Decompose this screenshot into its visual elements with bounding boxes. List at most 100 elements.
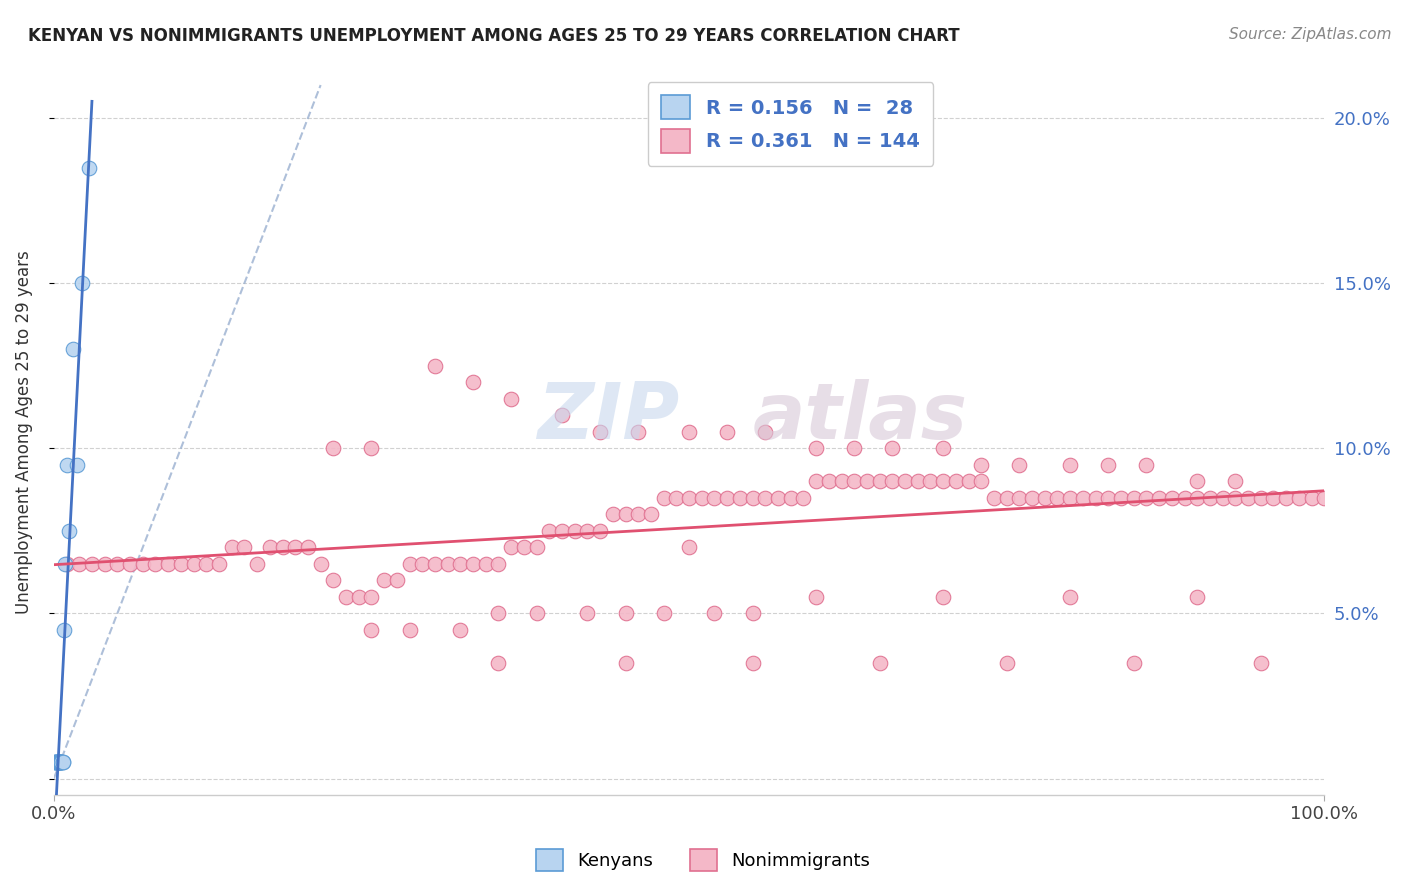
Point bbox=[817, 475, 839, 489]
Point bbox=[79, 161, 101, 175]
Point bbox=[1225, 491, 1247, 505]
Point bbox=[46, 755, 69, 769]
Point bbox=[157, 557, 180, 571]
Point bbox=[1109, 491, 1132, 505]
Point bbox=[45, 755, 67, 769]
Point bbox=[754, 425, 776, 439]
Point bbox=[1122, 491, 1144, 505]
Point bbox=[1008, 491, 1031, 505]
Point bbox=[423, 359, 446, 373]
Point bbox=[614, 508, 637, 522]
Point bbox=[385, 574, 408, 588]
Point bbox=[49, 755, 72, 769]
Point bbox=[48, 755, 70, 769]
Point bbox=[66, 458, 89, 472]
Point bbox=[804, 442, 827, 456]
Point bbox=[1097, 491, 1119, 505]
Point bbox=[882, 475, 904, 489]
Point bbox=[46, 755, 69, 769]
Point bbox=[67, 557, 90, 571]
Point bbox=[564, 524, 586, 538]
Point bbox=[1250, 656, 1272, 670]
Point bbox=[627, 425, 650, 439]
Point bbox=[551, 524, 574, 538]
Point bbox=[1059, 458, 1081, 472]
Point bbox=[716, 425, 738, 439]
Point bbox=[1046, 491, 1069, 505]
Point bbox=[869, 475, 891, 489]
Point bbox=[170, 557, 193, 571]
Text: ZIP: ZIP bbox=[537, 379, 679, 455]
Point bbox=[49, 755, 72, 769]
Point bbox=[120, 557, 142, 571]
Point bbox=[995, 656, 1018, 670]
Point bbox=[221, 541, 243, 555]
Point bbox=[970, 458, 993, 472]
Point bbox=[1059, 491, 1081, 505]
Point bbox=[461, 557, 484, 571]
Point bbox=[475, 557, 498, 571]
Point bbox=[703, 607, 725, 621]
Point bbox=[627, 508, 650, 522]
Point bbox=[804, 475, 827, 489]
Point bbox=[640, 508, 662, 522]
Point bbox=[360, 623, 382, 637]
Point bbox=[576, 607, 599, 621]
Point bbox=[398, 557, 420, 571]
Point bbox=[449, 623, 471, 637]
Point bbox=[1313, 491, 1336, 505]
Point bbox=[957, 475, 980, 489]
Point bbox=[195, 557, 218, 571]
Point bbox=[614, 656, 637, 670]
Point bbox=[970, 475, 993, 489]
Point bbox=[488, 656, 510, 670]
Point bbox=[271, 541, 294, 555]
Point bbox=[1135, 458, 1157, 472]
Point bbox=[1225, 475, 1247, 489]
Point bbox=[360, 590, 382, 604]
Point bbox=[411, 557, 433, 571]
Point bbox=[322, 574, 344, 588]
Point bbox=[513, 541, 536, 555]
Point bbox=[983, 491, 1005, 505]
Point bbox=[1288, 491, 1310, 505]
Point bbox=[526, 541, 548, 555]
Point bbox=[728, 491, 751, 505]
Point bbox=[208, 557, 231, 571]
Point bbox=[766, 491, 789, 505]
Point bbox=[51, 755, 73, 769]
Point bbox=[335, 590, 357, 604]
Point bbox=[45, 755, 67, 769]
Point bbox=[347, 590, 370, 604]
Point bbox=[614, 607, 637, 621]
Point bbox=[844, 442, 866, 456]
Point bbox=[1033, 491, 1056, 505]
Point bbox=[741, 656, 763, 670]
Point bbox=[105, 557, 128, 571]
Point bbox=[322, 442, 344, 456]
Point bbox=[145, 557, 167, 571]
Point bbox=[132, 557, 155, 571]
Point bbox=[183, 557, 205, 571]
Point bbox=[1147, 491, 1170, 505]
Point bbox=[1122, 656, 1144, 670]
Point bbox=[945, 475, 967, 489]
Point bbox=[526, 607, 548, 621]
Point bbox=[53, 557, 76, 571]
Point bbox=[1199, 491, 1222, 505]
Point bbox=[1263, 491, 1285, 505]
Point bbox=[652, 607, 675, 621]
Point bbox=[48, 755, 70, 769]
Point bbox=[436, 557, 458, 571]
Point bbox=[309, 557, 332, 571]
Point bbox=[1059, 590, 1081, 604]
Point bbox=[589, 524, 612, 538]
Text: KENYAN VS NONIMMIGRANTS UNEMPLOYMENT AMONG AGES 25 TO 29 YEARS CORRELATION CHART: KENYAN VS NONIMMIGRANTS UNEMPLOYMENT AMO… bbox=[28, 27, 960, 45]
Point bbox=[1250, 491, 1272, 505]
Point bbox=[93, 557, 115, 571]
Point bbox=[716, 491, 738, 505]
Point bbox=[920, 475, 942, 489]
Text: Source: ZipAtlas.com: Source: ZipAtlas.com bbox=[1229, 27, 1392, 42]
Point bbox=[373, 574, 395, 588]
Point bbox=[703, 491, 725, 505]
